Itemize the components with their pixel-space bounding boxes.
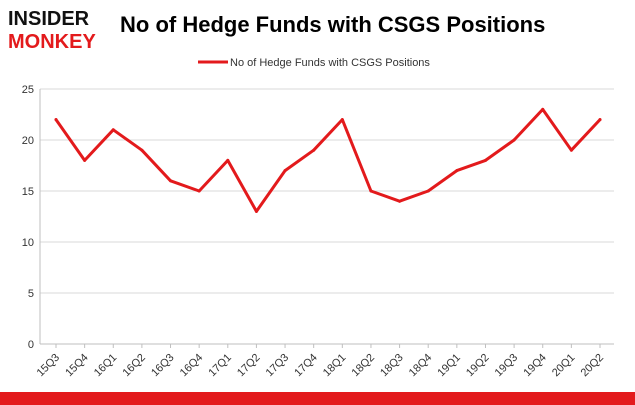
- x-tick-label: 18Q4: [407, 352, 435, 380]
- data-point: [283, 169, 287, 173]
- x-tick-label: 19Q1: [435, 352, 463, 380]
- data-point: [169, 179, 173, 183]
- series: [54, 107, 602, 213]
- y-tick-label: 20: [22, 135, 34, 147]
- x-tick-label: 19Q3: [493, 352, 521, 380]
- data-point: [426, 189, 430, 193]
- x-tick-label: 17Q2: [235, 352, 263, 380]
- data-point: [111, 128, 115, 132]
- series-line: [54, 107, 602, 213]
- gridlines: [40, 88, 614, 294]
- data-point: [226, 158, 230, 162]
- axes: [39, 89, 614, 348]
- logo-line-insider: INSIDER: [8, 8, 90, 30]
- bottom-frame-bar: [0, 392, 635, 405]
- legend: No of Hedge Funds with CSGS Positions: [198, 57, 430, 69]
- legend-label: No of Hedge Funds with CSGS Positions: [230, 57, 430, 69]
- x-tick-label: 16Q4: [178, 352, 206, 380]
- y-tick-label: 15: [22, 186, 34, 198]
- x-tick-label: 18Q1: [321, 352, 349, 380]
- x-tick-label: 18Q2: [350, 352, 378, 380]
- data-point: [83, 158, 87, 162]
- x-tick-label: 15Q3: [35, 352, 63, 380]
- y-tick-label: 25: [22, 84, 34, 96]
- data-point: [398, 199, 402, 203]
- x-tick-label: 16Q2: [120, 352, 148, 380]
- insider-monkey-logo: INSIDER MONKEY: [8, 8, 96, 52]
- x-tick-label: 17Q3: [264, 352, 292, 380]
- x-tick-label: 18Q3: [378, 352, 406, 380]
- x-tick-label: 17Q4: [292, 352, 320, 380]
- data-point: [455, 169, 459, 173]
- data-point: [369, 189, 373, 193]
- x-tick-label: 19Q4: [521, 352, 549, 380]
- x-tick-label: 16Q3: [149, 352, 177, 380]
- x-tick-labels: 15Q3 15Q4 16Q1 16Q2 16Q3 16Q4 17Q1 17Q2 17Q3 17Q4…: [35, 352, 607, 380]
- data-point: [512, 138, 516, 142]
- y-tick-labels: 0 5 10 15 20 25: [22, 84, 34, 351]
- data-point: [140, 148, 144, 152]
- x-tick-label: 17Q1: [206, 352, 234, 380]
- chart-title: No of Hedge Funds with CSGS Positions: [120, 12, 546, 37]
- x-tick-label: 20Q1: [550, 352, 578, 380]
- data-point: [54, 118, 58, 122]
- x-tick-label: 15Q4: [63, 352, 91, 380]
- data-point: [541, 107, 545, 111]
- data-point: [483, 158, 487, 162]
- y-tick-label: 0: [28, 339, 34, 351]
- x-tick-label: 20Q2: [579, 352, 607, 380]
- logo-line-monkey: MONKEY: [8, 31, 96, 52]
- data-point: [197, 189, 201, 193]
- x-tick-label: 19Q2: [464, 352, 492, 380]
- data-point: [340, 118, 344, 122]
- data-point: [569, 148, 573, 152]
- x-tick-label: 16Q1: [92, 352, 120, 380]
- data-point: [312, 148, 316, 152]
- y-tick-label: 5: [28, 288, 34, 300]
- data-point: [254, 209, 258, 213]
- y-tick-label: 10: [22, 237, 34, 249]
- data-point: [598, 118, 602, 122]
